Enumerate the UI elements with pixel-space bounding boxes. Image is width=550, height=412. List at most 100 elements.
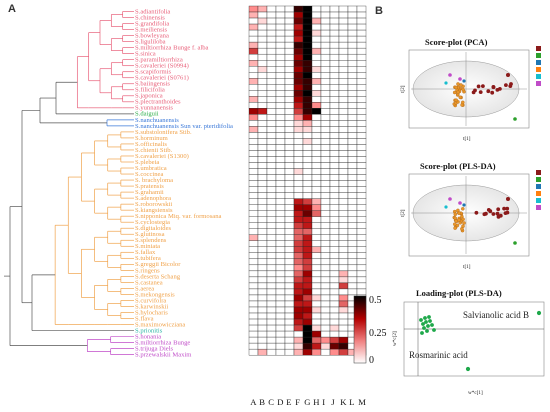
heatmap-cell: [356, 228, 367, 235]
heatmap-cell: [275, 96, 286, 103]
heatmap-cell: [275, 90, 286, 97]
heatmap-cell: [293, 84, 304, 91]
heatmap-cell: [320, 132, 331, 139]
heatmap-cell: [356, 47, 367, 55]
heatmap-cell: [338, 53, 349, 61]
heatmap-cell: [284, 270, 295, 278]
heatmap-cell: [356, 276, 367, 284]
heatmap-cell: [311, 306, 322, 314]
heatmap-cell: [329, 47, 340, 55]
loading-point-rosmarinic-acid: [465, 366, 471, 372]
heatmap-cell: [257, 23, 268, 31]
heatmap-cell: [311, 60, 322, 67]
heatmap-cell: [356, 156, 367, 163]
heatmap-cell: [311, 222, 322, 229]
heatmap-cell: [284, 264, 295, 272]
heatmap-cell: [257, 258, 268, 266]
score-point-orange: [458, 95, 463, 100]
species-label: S.baiingensis: [135, 81, 170, 88]
heatmap-cell: [311, 41, 322, 49]
loading-point: [426, 324, 430, 328]
loading-point: [430, 323, 434, 327]
heatmap-column-label: I: [322, 397, 325, 407]
heatmap-cell: [248, 90, 259, 97]
heatmap-cell: [266, 282, 277, 290]
heatmap-cell: [275, 174, 286, 181]
heatmap-cell: [311, 252, 322, 260]
heatmap-cell: [320, 156, 331, 163]
heatmap-cell: [302, 17, 313, 25]
heatmap-cell: [320, 288, 331, 296]
heatmap-cell: [329, 288, 340, 296]
heatmap-cell: [284, 168, 295, 175]
loading-point: [432, 328, 436, 332]
heatmap-cell: [338, 144, 349, 151]
heatmap-cell: [329, 276, 340, 284]
heatmap-cell: [320, 264, 331, 272]
heatmap-cell: [320, 270, 331, 278]
heatmap-cell: [320, 336, 331, 344]
heatmap-cell: [257, 102, 268, 109]
score-point-red: [486, 89, 491, 94]
heatmap-cell: [329, 35, 340, 43]
species-label: S.filicifolia: [135, 87, 165, 94]
heatmap-cell: [347, 180, 358, 187]
heatmap-cell: [347, 198, 358, 205]
heatmap-cell: [347, 108, 358, 115]
heatmap-cell: [248, 66, 259, 73]
heatmap-cell: [257, 72, 268, 79]
heatmap-cell: [248, 41, 259, 49]
heatmap-cell: [356, 144, 367, 151]
heatmap-cell: [293, 216, 304, 223]
heatmap-cell: [311, 120, 322, 127]
heatmap-cell: [248, 336, 259, 344]
heatmap-cell: [284, 72, 295, 79]
heatmap-cell: [329, 264, 340, 272]
heatmap-cell: [293, 222, 304, 229]
heatmap-cell: [266, 312, 277, 320]
heatmap-cell: [320, 294, 331, 302]
heatmap-cell: [356, 270, 367, 278]
heatmap-cell: [338, 312, 349, 320]
heatmap-cell: [347, 228, 358, 235]
heatmap-cell: [266, 5, 277, 13]
heatmap-cell: [284, 198, 295, 205]
heatmap-cell: [302, 60, 313, 67]
heatmap-cell: [293, 198, 304, 205]
heatmap-cell: [356, 5, 367, 13]
heatmap-cell: [275, 150, 286, 157]
heatmap-cell: [248, 330, 259, 338]
heatmap-cell: [311, 330, 322, 338]
heatmap-cell: [293, 282, 304, 290]
heatmap-cell: [356, 11, 367, 19]
heatmap-cell: [356, 108, 367, 115]
heatmap-cell: [293, 252, 304, 260]
heatmap-cell: [338, 348, 349, 356]
heatmap-cell: [356, 216, 367, 223]
loading-point-salvianolic-acid-b: [536, 310, 542, 316]
heatmap-cell: [347, 258, 358, 266]
heatmap-cell: [347, 35, 358, 43]
loading-plot-title: Loading-plot (PLS-DA): [416, 288, 502, 298]
heatmap-cell: [302, 342, 313, 350]
heatmap-cell: [311, 35, 322, 43]
heatmap-cell: [248, 5, 259, 13]
score-point-orange: [453, 222, 457, 226]
score-point-red: [506, 197, 510, 201]
heatmap-cell: [356, 29, 367, 37]
heatmap-cell: [293, 132, 304, 139]
heatmap-cell: [356, 198, 367, 205]
heatmap-cell: [320, 168, 331, 175]
heatmap-cell: [248, 276, 259, 284]
heatmap-cell: [266, 17, 277, 25]
heatmap-cell: [293, 66, 304, 73]
heatmap-cell: [275, 138, 286, 145]
heatmap-cell: [248, 17, 259, 25]
species-label: S.karwinskii: [135, 303, 168, 310]
heatmap-cell: [284, 240, 295, 247]
heatmap-cell: [257, 17, 268, 25]
heatmap-cell: [284, 78, 295, 85]
heatmap-cell: [284, 192, 295, 199]
heatmap-cell: [302, 192, 313, 199]
heatmap-cell: [257, 138, 268, 145]
